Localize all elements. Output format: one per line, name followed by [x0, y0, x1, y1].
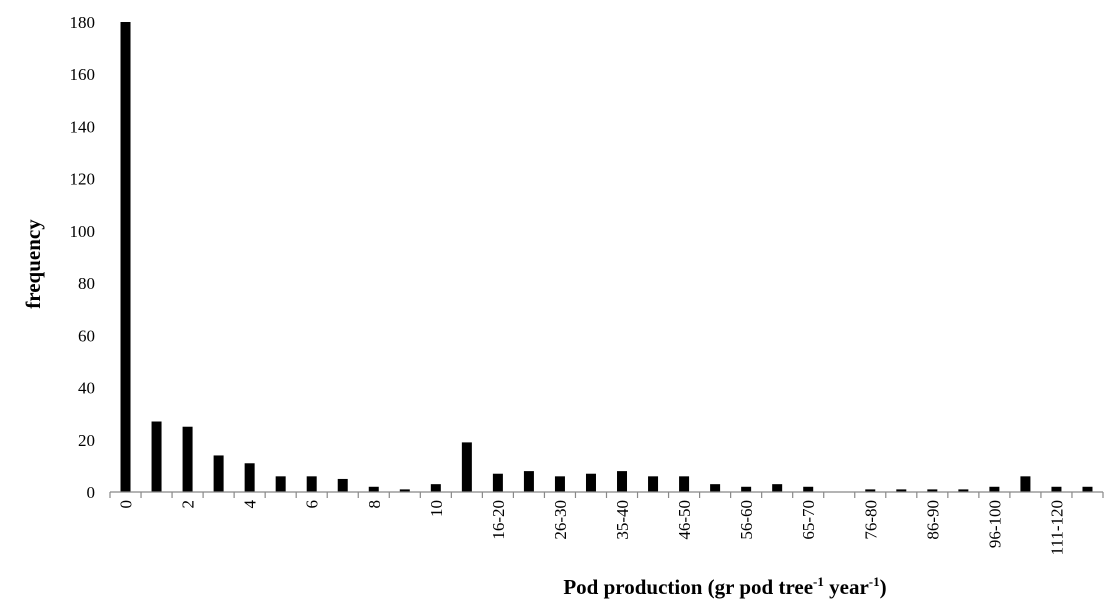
bar	[306, 476, 317, 492]
y-tick-label: 180	[70, 13, 96, 32]
x-tick-label: 56-60	[737, 500, 756, 540]
x-tick-label: 8	[365, 500, 384, 509]
x-tick-label: 16-20	[489, 500, 508, 540]
x-tick-label: 35-40	[613, 500, 632, 540]
x-tick-label: 2	[179, 500, 198, 509]
bar	[337, 478, 348, 492]
x-tick-label: 26-30	[551, 500, 570, 540]
x-tick-label: 96-100	[985, 500, 1004, 548]
bar	[151, 421, 162, 492]
bars	[120, 22, 1093, 492]
x-tick-label: 65-70	[799, 500, 818, 540]
x-tick-label: 76-80	[861, 500, 880, 540]
y-axis-ticks: 0 20 40 60 80 100 120 140 160 180	[70, 13, 96, 502]
bar	[120, 22, 131, 492]
bar	[213, 455, 224, 492]
bar	[492, 473, 503, 492]
y-tick-label: 60	[78, 326, 95, 345]
bar	[275, 476, 286, 492]
bar	[710, 484, 721, 492]
y-tick-label: 140	[70, 117, 96, 136]
x-tick-label: 4	[241, 500, 260, 509]
bar	[1082, 486, 1093, 492]
bar	[989, 486, 1000, 492]
bar	[803, 486, 814, 492]
bar	[244, 463, 255, 492]
x-tick-label: 0	[117, 500, 136, 509]
y-tick-label: 100	[70, 222, 96, 241]
x-tick-label: 86-90	[923, 500, 942, 540]
y-tick-label: 40	[78, 379, 95, 398]
bar	[523, 471, 534, 492]
bar	[430, 484, 441, 492]
x-tick-label: 111-120	[1047, 500, 1066, 555]
bar	[679, 476, 690, 492]
bar	[927, 489, 938, 492]
x-tick-label: 6	[303, 500, 322, 509]
y-tick-label: 0	[87, 483, 96, 502]
bar	[896, 489, 907, 492]
x-tick-label: 46-50	[675, 500, 694, 540]
bar	[585, 473, 596, 492]
y-tick-label: 160	[70, 65, 96, 84]
bar	[741, 486, 752, 492]
bar	[1051, 486, 1062, 492]
bar	[865, 489, 876, 492]
bar	[617, 471, 628, 492]
bar	[1020, 476, 1031, 492]
x-tick-label: 10	[427, 500, 446, 517]
x-axis-title: Pod production (gr pod tree-1 year-1)	[563, 574, 886, 599]
bar	[461, 442, 472, 492]
bar	[182, 426, 193, 492]
bar	[368, 486, 379, 492]
bar	[554, 476, 565, 492]
bar	[958, 489, 969, 492]
y-axis-title: frequency	[21, 219, 45, 309]
bar	[648, 476, 659, 492]
y-tick-label: 120	[70, 170, 96, 189]
y-tick-label: 80	[78, 274, 95, 293]
x-axis-ticks: 0 2 4 6 8 10 16-20 26-30 35-40 46-50 56-60 65-70 76-…	[109, 492, 1104, 555]
y-tick-label: 20	[78, 431, 95, 450]
bar	[399, 489, 410, 492]
bar	[772, 484, 783, 492]
